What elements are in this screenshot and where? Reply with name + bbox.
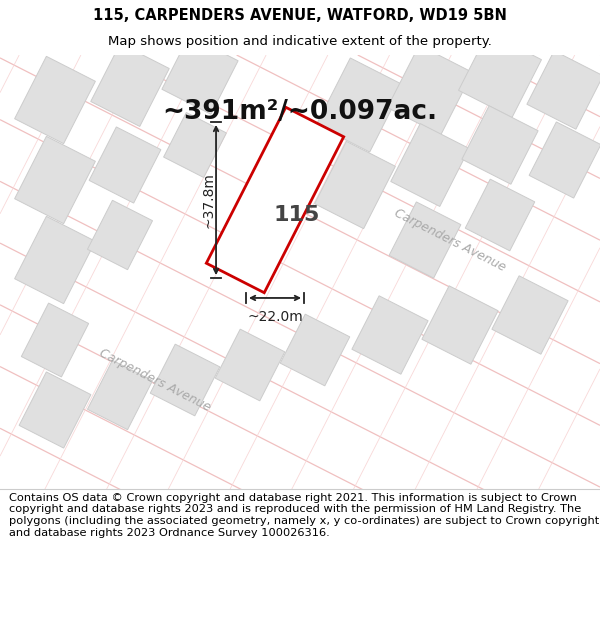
Polygon shape: [388, 45, 473, 135]
Text: Carpenders Avenue: Carpenders Avenue: [97, 346, 213, 414]
Text: 115, CARPENDERS AVENUE, WATFORD, WD19 5BN: 115, CARPENDERS AVENUE, WATFORD, WD19 5B…: [93, 8, 507, 23]
Text: ~37.8m: ~37.8m: [201, 172, 215, 228]
Text: ~391m²/~0.097ac.: ~391m²/~0.097ac.: [163, 99, 437, 125]
Polygon shape: [391, 124, 469, 206]
Text: Carpenders Avenue: Carpenders Avenue: [392, 206, 508, 274]
Polygon shape: [527, 51, 600, 129]
Polygon shape: [14, 136, 95, 224]
Polygon shape: [88, 360, 152, 430]
Polygon shape: [164, 112, 226, 178]
Polygon shape: [22, 303, 89, 377]
Polygon shape: [215, 329, 285, 401]
Polygon shape: [352, 296, 428, 374]
Polygon shape: [492, 276, 568, 354]
Text: Contains OS data © Crown copyright and database right 2021. This information is : Contains OS data © Crown copyright and d…: [9, 492, 599, 538]
Polygon shape: [14, 216, 95, 304]
Text: 115: 115: [274, 205, 320, 225]
Polygon shape: [314, 141, 395, 229]
Polygon shape: [150, 344, 220, 416]
Text: ~22.0m: ~22.0m: [247, 310, 303, 324]
Polygon shape: [88, 200, 152, 270]
Polygon shape: [14, 56, 95, 144]
Polygon shape: [280, 314, 350, 386]
Polygon shape: [465, 179, 535, 251]
Polygon shape: [316, 58, 404, 152]
Polygon shape: [162, 36, 238, 114]
Polygon shape: [462, 106, 538, 184]
Polygon shape: [529, 122, 600, 198]
Polygon shape: [91, 44, 169, 126]
Polygon shape: [19, 372, 91, 448]
Polygon shape: [458, 32, 541, 118]
Polygon shape: [389, 202, 461, 278]
Text: Map shows position and indicative extent of the property.: Map shows position and indicative extent…: [108, 35, 492, 48]
Polygon shape: [206, 107, 344, 292]
Polygon shape: [89, 127, 161, 203]
Polygon shape: [422, 286, 498, 364]
